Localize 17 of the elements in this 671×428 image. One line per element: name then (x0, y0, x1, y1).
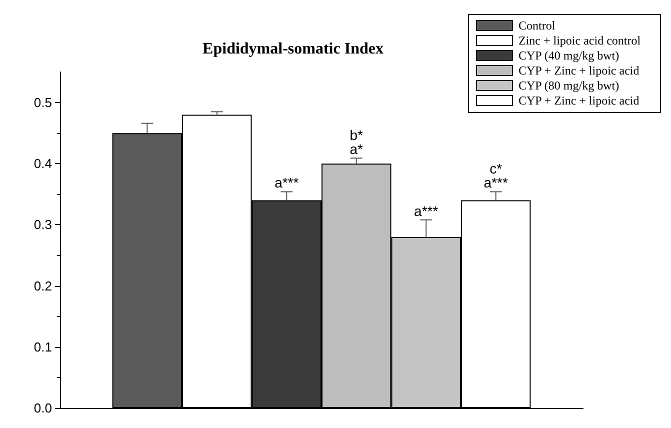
y-tick-label: 0.3 (34, 217, 52, 232)
y-tick-label: 0.5 (34, 95, 52, 110)
data-label: a*** (274, 174, 300, 191)
legend-label: CYP + Zinc + lipoic acid (518, 94, 640, 108)
chart-title: Epididymal-somatic Index (202, 40, 384, 58)
data-label: c* a*** (484, 160, 508, 191)
y-tick-label: 0.1 (34, 339, 52, 354)
legend-label: CYP (40 mg/kg bwt) (518, 48, 620, 62)
y-tick-label: 0.2 (34, 278, 52, 294)
legend-label: CYP (80 mg/kg bwt) (518, 78, 620, 92)
y-tick-label: 0.0 (34, 400, 52, 416)
data-label: a*** (414, 202, 439, 219)
legend-label: Control (518, 18, 556, 32)
y-tick-label: 0.4 (34, 156, 52, 172)
data-label: b* a* (350, 127, 364, 158)
legend-label: Zinc + lipoic acid control (518, 34, 642, 48)
legend-label: CYP + Zinc + lipoic acid (518, 64, 640, 78)
